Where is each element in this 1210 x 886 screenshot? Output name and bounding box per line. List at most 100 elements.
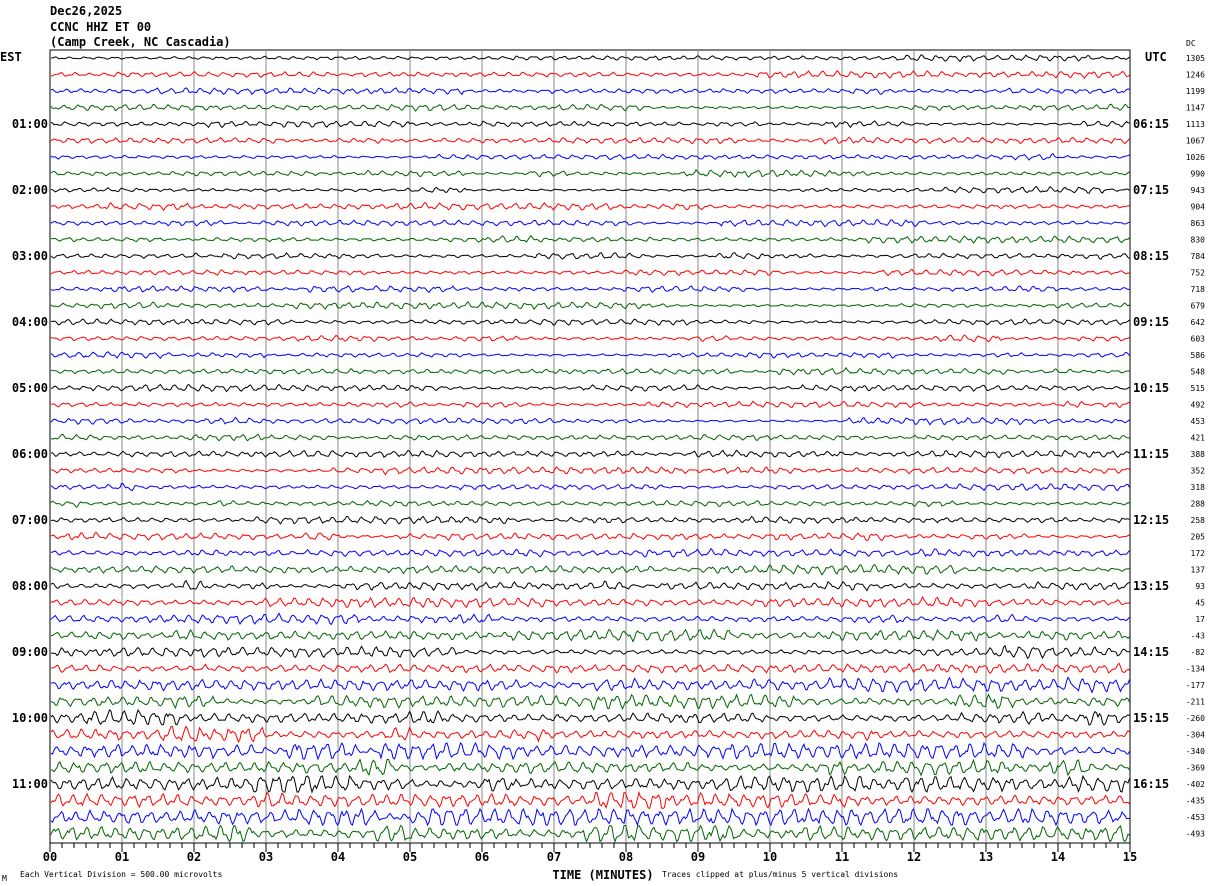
x-tick-label: 13	[979, 850, 993, 864]
trace-row-38	[50, 662, 1130, 675]
dc-offset-label: 93	[1195, 582, 1205, 591]
corner-mark: M	[2, 874, 7, 883]
utc-hour-label: 10:15	[1133, 381, 1169, 395]
x-tick-label: 07	[547, 850, 561, 864]
trace-row-44	[50, 758, 1130, 777]
x-tick-label: 15	[1123, 850, 1137, 864]
trace-row-12	[50, 235, 1130, 244]
est-hour-label: 11:00	[12, 777, 48, 791]
utc-hour-label: 12:15	[1133, 513, 1169, 527]
trace-row-22	[50, 400, 1130, 409]
trace-row-6	[50, 136, 1130, 145]
trace-row-7	[50, 153, 1130, 161]
trace-row-8	[50, 168, 1130, 178]
trace-row-3	[50, 87, 1130, 96]
plot-frame	[49, 49, 1131, 844]
dc-offset-label: -82	[1191, 648, 1206, 657]
trace-row-39	[51, 676, 1130, 694]
x-tick-label: 08	[619, 850, 633, 864]
trace-row-34	[50, 595, 1130, 609]
utc-hour-label: 16:15	[1133, 777, 1169, 791]
utc-hour-label: 14:15	[1133, 645, 1169, 659]
trace-row-46	[50, 790, 1130, 810]
dc-offset-label: 17	[1195, 615, 1205, 624]
trace-row-29	[50, 515, 1130, 525]
est-hour-label: 10:00	[12, 711, 48, 725]
dc-offset-label: 1147	[1186, 104, 1205, 113]
header-station: CCNC HHZ ET 00	[50, 20, 152, 34]
dc-offset-label: 1113	[1186, 120, 1205, 129]
dc-offset-label: -43	[1191, 632, 1206, 641]
utc-hour-label: 06:15	[1133, 117, 1169, 131]
x-tick-label: 14	[1051, 850, 1065, 864]
clip-note: Traces clipped at plus/minus 5 vertical …	[662, 870, 898, 879]
dc-offset-label: 718	[1191, 285, 1206, 294]
utc-hour-label: 15:15	[1133, 711, 1169, 725]
x-tick-label: 11	[835, 850, 849, 864]
est-hour-label: 01:00	[12, 117, 48, 131]
dc-offset-label: -211	[1186, 698, 1205, 707]
dc-offset-label: -134	[1186, 665, 1205, 674]
scale-note: Each Vertical Division = 500.00 microvol…	[20, 870, 222, 879]
dc-offset-label: 586	[1191, 351, 1206, 360]
dc-offset-label: -177	[1186, 681, 1205, 690]
utc-hour-label: 11:15	[1133, 447, 1169, 461]
est-hour-label: 08:00	[12, 579, 48, 593]
trace-row-20	[50, 366, 1130, 376]
dc-offset-label: 492	[1191, 401, 1206, 410]
dc-offset-label: 45	[1195, 599, 1205, 608]
header-date: Dec26,2025	[50, 4, 123, 18]
x-tick-label: 01	[115, 850, 129, 864]
trace-row-21	[50, 383, 1130, 393]
dc-offset-label: 1246	[1186, 71, 1205, 80]
x-axis-title: TIME (MINUTES)	[552, 868, 653, 882]
dc-offset-label: 943	[1191, 186, 1206, 195]
trace-row-32	[50, 563, 1130, 576]
x-tick-label: 10	[763, 850, 777, 864]
trace-row-33	[50, 579, 1130, 592]
dc-offset-label: -493	[1186, 830, 1205, 839]
x-tick-label: 00	[43, 850, 57, 864]
trace-row-11	[50, 218, 1130, 228]
trace-row-16	[50, 301, 1130, 311]
x-tick-label: 02	[187, 850, 201, 864]
trace-row-23	[50, 416, 1130, 426]
trace-row-41	[50, 708, 1130, 726]
dc-offset-label: -340	[1186, 747, 1205, 756]
est-hour-label: 04:00	[12, 315, 48, 329]
trace-row-26	[51, 466, 1130, 476]
trace-row-25	[50, 449, 1130, 459]
dc-offset-label: 258	[1191, 516, 1206, 525]
utc-hour-label: 08:15	[1133, 249, 1169, 263]
left-timezone-label: EST	[0, 50, 22, 64]
trace-row-2	[50, 70, 1130, 79]
dc-offset-label: 1199	[1186, 87, 1205, 96]
trace-row-13	[50, 252, 1130, 260]
trace-row-31	[50, 547, 1130, 558]
dc-offset-label: 453	[1191, 417, 1206, 426]
dc-offset-label: 421	[1191, 434, 1206, 443]
right-timezone-label: UTC	[1145, 50, 1167, 64]
dc-offset-label: 603	[1191, 335, 1206, 344]
dc-offset-label: 548	[1191, 368, 1206, 377]
utc-hour-label: 13:15	[1133, 579, 1169, 593]
dc-offset-label: 1305	[1186, 54, 1205, 63]
dc-offset-label: 515	[1191, 384, 1206, 393]
trace-row-47	[50, 807, 1130, 827]
utc-hour-label: 09:15	[1133, 315, 1169, 329]
trace-row-24	[50, 433, 1130, 442]
trace-row-37	[50, 644, 1130, 660]
dc-offset-label: 137	[1191, 566, 1206, 575]
dc-offset-label: -369	[1186, 764, 1205, 773]
trace-row-36	[50, 628, 1130, 643]
trace-row-4	[50, 103, 1130, 112]
x-tick-label: 03	[259, 850, 273, 864]
trace-row-18	[50, 334, 1130, 343]
trace-row-1	[51, 54, 1130, 63]
dc-offset-label: 990	[1191, 170, 1206, 179]
trace-row-9	[50, 185, 1130, 194]
dc-offset-label: 679	[1191, 302, 1206, 311]
trace-row-27	[50, 482, 1130, 492]
trace-row-40	[50, 693, 1130, 711]
est-hour-label: 07:00	[12, 513, 48, 527]
